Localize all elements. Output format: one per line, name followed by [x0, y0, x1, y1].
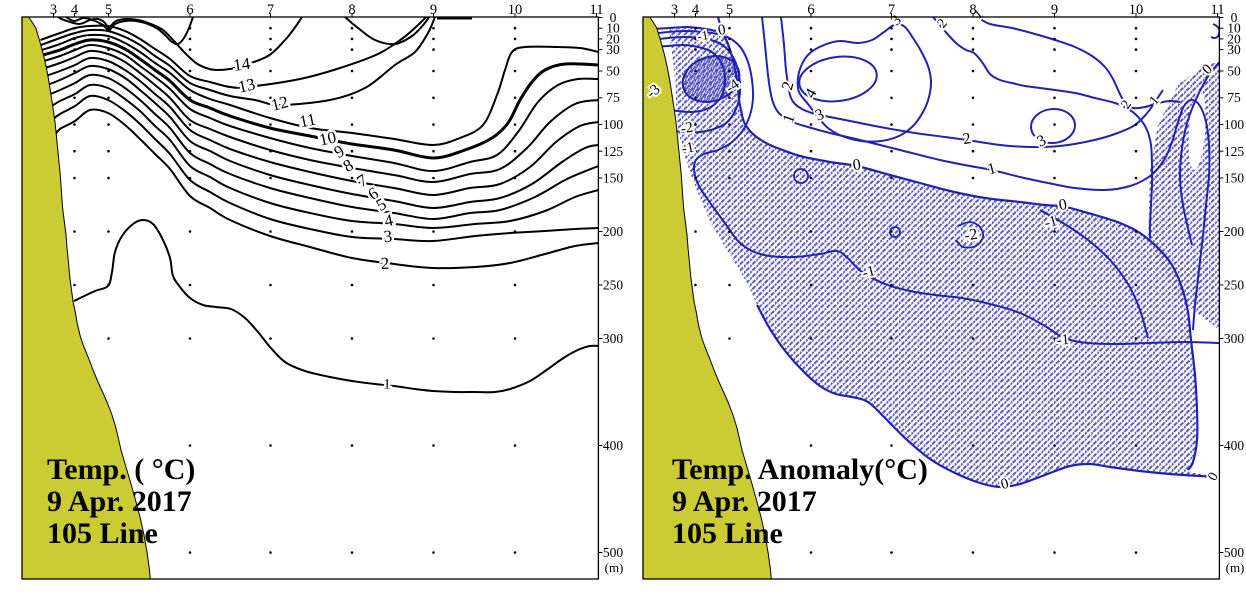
svg-text:20: 20 — [606, 31, 620, 46]
svg-text:8: 8 — [969, 2, 976, 18]
svg-text:100: 100 — [603, 117, 624, 132]
svg-text:-1: -1 — [1056, 332, 1070, 349]
svg-text:6: 6 — [807, 2, 814, 18]
svg-text:11: 11 — [1211, 2, 1225, 18]
svg-text:400: 400 — [603, 438, 624, 453]
svg-text:5: 5 — [105, 2, 112, 18]
svg-text:4: 4 — [71, 2, 79, 18]
svg-text:20: 20 — [1227, 31, 1241, 46]
svg-text:8: 8 — [348, 2, 355, 18]
svg-text:50: 50 — [1227, 64, 1241, 79]
svg-text:500: 500 — [603, 545, 624, 560]
svg-text:7: 7 — [888, 2, 895, 18]
svg-text:250: 250 — [603, 278, 624, 293]
svg-text:10: 10 — [1227, 21, 1241, 36]
svg-text:3: 3 — [50, 2, 57, 18]
svg-text:10: 10 — [1129, 2, 1144, 18]
svg-text:4: 4 — [692, 2, 700, 18]
svg-text:30: 30 — [606, 42, 620, 57]
svg-text:5: 5 — [726, 2, 733, 18]
svg-text:500: 500 — [1224, 545, 1245, 560]
svg-text:3: 3 — [671, 2, 678, 18]
svg-text:200: 200 — [603, 224, 624, 239]
svg-text:Temp. Anomaly(°C): Temp. Anomaly(°C) — [672, 453, 928, 486]
svg-text:9: 9 — [1051, 2, 1058, 18]
svg-text:105 Line: 105 Line — [47, 517, 158, 550]
svg-text:30: 30 — [1227, 42, 1241, 57]
svg-text:200: 200 — [1224, 224, 1245, 239]
svg-text:125: 125 — [603, 144, 624, 159]
svg-text:7: 7 — [267, 2, 274, 18]
svg-text:75: 75 — [606, 90, 620, 105]
svg-text:0: 0 — [1231, 10, 1238, 25]
svg-text:-2: -2 — [963, 226, 979, 245]
svg-text:9: 9 — [430, 2, 437, 18]
svg-text:-2: -2 — [679, 119, 694, 137]
svg-text:-1: -1 — [680, 139, 695, 157]
svg-text:150: 150 — [1224, 171, 1245, 186]
svg-text:250: 250 — [1224, 278, 1245, 293]
svg-text:9 Apr. 2017: 9 Apr. 2017 — [47, 485, 192, 518]
svg-text:300: 300 — [603, 331, 624, 346]
svg-text:1: 1 — [383, 376, 391, 392]
svg-text:300: 300 — [1224, 331, 1245, 346]
svg-text:100: 100 — [1224, 117, 1245, 132]
svg-text:0: 0 — [610, 10, 617, 25]
svg-text:10: 10 — [508, 2, 523, 18]
svg-text:11: 11 — [590, 2, 604, 18]
svg-text:400: 400 — [1224, 438, 1245, 453]
svg-text:50: 50 — [606, 64, 620, 79]
svg-text:Temp. ( °C): Temp. ( °C) — [47, 453, 195, 486]
svg-text:2: 2 — [380, 254, 389, 273]
svg-text:-1: -1 — [696, 27, 709, 44]
svg-text:10: 10 — [606, 21, 620, 36]
svg-text:6: 6 — [186, 2, 193, 18]
svg-text:9 Apr. 2017: 9 Apr. 2017 — [672, 485, 817, 518]
svg-text:150: 150 — [603, 171, 624, 186]
svg-text:14: 14 — [232, 54, 252, 75]
svg-text:(m): (m) — [605, 560, 624, 575]
svg-text:3: 3 — [383, 227, 393, 247]
svg-text:125: 125 — [1224, 144, 1245, 159]
svg-text:75: 75 — [1227, 90, 1241, 105]
svg-text:(m): (m) — [1226, 560, 1245, 575]
svg-text:105 Line: 105 Line — [672, 517, 783, 550]
